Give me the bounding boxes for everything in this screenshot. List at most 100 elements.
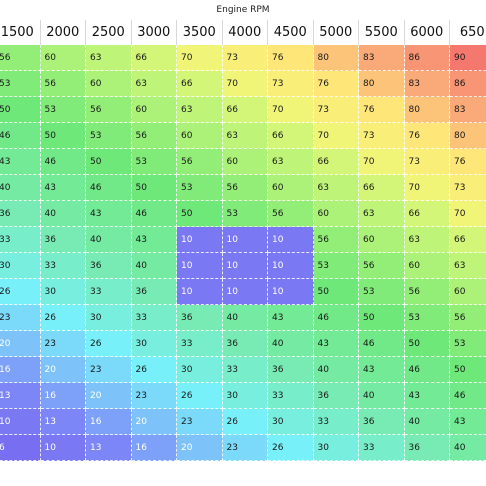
rpm-column-header[interactable]: 3000 bbox=[131, 20, 177, 45]
table-cell[interactable]: 46 bbox=[359, 331, 405, 357]
table-cell[interactable]: 73 bbox=[268, 71, 314, 97]
table-cell[interactable]: 63 bbox=[268, 149, 314, 175]
table-cell[interactable]: 50 bbox=[450, 357, 486, 383]
table-cell[interactable]: 56 bbox=[0, 45, 41, 71]
table-cell[interactable]: 63 bbox=[313, 175, 359, 201]
table-cell[interactable]: 53 bbox=[131, 149, 177, 175]
table-cell[interactable]: 43 bbox=[313, 331, 359, 357]
table-cell[interactable]: 56 bbox=[313, 227, 359, 253]
table-cell[interactable]: 36 bbox=[404, 435, 450, 461]
table-cell[interactable]: 10 bbox=[222, 279, 268, 305]
table-cell[interactable]: 16 bbox=[40, 383, 86, 409]
table-cell[interactable]: 60 bbox=[86, 71, 132, 97]
table-cell[interactable]: 63 bbox=[404, 227, 450, 253]
rpm-column-header[interactable]: 5500 bbox=[359, 20, 405, 45]
table-cell[interactable]: 50 bbox=[131, 175, 177, 201]
table-cell[interactable]: 23 bbox=[131, 383, 177, 409]
table-cell[interactable]: 56 bbox=[177, 149, 223, 175]
table-cell[interactable]: 83 bbox=[359, 45, 405, 71]
table-cell[interactable]: 20 bbox=[40, 357, 86, 383]
table-cell[interactable]: 53 bbox=[313, 253, 359, 279]
table-cell[interactable]: 40 bbox=[86, 227, 132, 253]
table-cell[interactable]: 30 bbox=[313, 435, 359, 461]
table-cell[interactable]: 46 bbox=[40, 149, 86, 175]
table-cell[interactable]: 80 bbox=[359, 71, 405, 97]
table-cell[interactable]: 30 bbox=[86, 305, 132, 331]
table-cell[interactable]: 66 bbox=[177, 71, 223, 97]
table-cell[interactable]: 33 bbox=[0, 227, 41, 253]
table-cell[interactable]: 40 bbox=[359, 383, 405, 409]
table-cell[interactable]: 53 bbox=[404, 305, 450, 331]
table-cell[interactable]: 30 bbox=[0, 253, 41, 279]
table-cell[interactable]: 76 bbox=[404, 123, 450, 149]
table-cell[interactable]: 86 bbox=[450, 71, 486, 97]
table-cell[interactable]: 36 bbox=[0, 201, 41, 227]
table-cell[interactable]: 26 bbox=[40, 305, 86, 331]
table-cell[interactable]: 50 bbox=[177, 201, 223, 227]
table-cell[interactable]: 36 bbox=[268, 357, 314, 383]
table-cell[interactable]: 56 bbox=[450, 305, 486, 331]
table-cell[interactable]: 63 bbox=[177, 97, 223, 123]
table-cell[interactable]: 53 bbox=[222, 201, 268, 227]
table-cell[interactable]: 26 bbox=[86, 331, 132, 357]
table-cell[interactable]: 40 bbox=[40, 201, 86, 227]
table-cell[interactable]: 26 bbox=[268, 435, 314, 461]
table-cell[interactable]: 10 bbox=[40, 435, 86, 461]
table-cell[interactable]: 36 bbox=[40, 227, 86, 253]
table-cell[interactable]: 30 bbox=[222, 383, 268, 409]
table-cell[interactable]: 53 bbox=[86, 123, 132, 149]
table-cell[interactable]: 16 bbox=[0, 357, 41, 383]
table-cell[interactable]: 53 bbox=[450, 331, 486, 357]
table-cell[interactable]: 36 bbox=[222, 331, 268, 357]
table-cell[interactable]: 83 bbox=[404, 71, 450, 97]
table-cell[interactable]: 33 bbox=[177, 331, 223, 357]
table-cell[interactable]: 40 bbox=[0, 175, 41, 201]
table-cell[interactable]: 66 bbox=[222, 97, 268, 123]
table-cell[interactable]: 33 bbox=[222, 357, 268, 383]
table-cell[interactable]: 66 bbox=[313, 149, 359, 175]
table-cell[interactable]: 10 bbox=[268, 253, 314, 279]
table-cell[interactable]: 90 bbox=[450, 45, 486, 71]
rpm-column-header[interactable]: 2000 bbox=[40, 20, 86, 45]
table-cell[interactable]: 33 bbox=[359, 435, 405, 461]
rpm-column-header[interactable]: 650 bbox=[450, 20, 486, 45]
table-cell[interactable]: 70 bbox=[359, 149, 405, 175]
table-cell[interactable]: 46 bbox=[404, 357, 450, 383]
table-cell[interactable]: 43 bbox=[40, 175, 86, 201]
table-cell[interactable]: 36 bbox=[177, 305, 223, 331]
table-cell[interactable]: 10 bbox=[222, 227, 268, 253]
table-cell[interactable]: 50 bbox=[313, 279, 359, 305]
table-cell[interactable]: 56 bbox=[86, 97, 132, 123]
table-cell[interactable]: 60 bbox=[40, 45, 86, 71]
table-cell[interactable]: 56 bbox=[131, 123, 177, 149]
table-cell[interactable]: 30 bbox=[131, 331, 177, 357]
table-cell[interactable]: 40 bbox=[131, 253, 177, 279]
table-cell[interactable]: 60 bbox=[131, 97, 177, 123]
table-cell[interactable]: 46 bbox=[0, 123, 41, 149]
rpm-column-header[interactable]: 4000 bbox=[222, 20, 268, 45]
table-cell[interactable]: 46 bbox=[86, 175, 132, 201]
table-cell[interactable]: 13 bbox=[86, 435, 132, 461]
table-cell[interactable]: 30 bbox=[40, 279, 86, 305]
table-cell[interactable]: 43 bbox=[359, 357, 405, 383]
table-cell[interactable]: 23 bbox=[0, 305, 41, 331]
table-cell[interactable]: 10 bbox=[177, 279, 223, 305]
table-cell[interactable]: 60 bbox=[359, 227, 405, 253]
table-cell[interactable]: 50 bbox=[404, 331, 450, 357]
table-cell[interactable]: 53 bbox=[40, 97, 86, 123]
table-cell[interactable]: 20 bbox=[0, 331, 41, 357]
table-cell[interactable]: 53 bbox=[0, 71, 41, 97]
rpm-column-header[interactable]: 3500 bbox=[177, 20, 223, 45]
table-cell[interactable]: 36 bbox=[86, 253, 132, 279]
table-cell[interactable]: 20 bbox=[177, 435, 223, 461]
table-cell[interactable]: 40 bbox=[222, 305, 268, 331]
table-cell[interactable]: 46 bbox=[450, 383, 486, 409]
table-cell[interactable]: 60 bbox=[450, 279, 486, 305]
table-cell[interactable]: 33 bbox=[313, 409, 359, 435]
table-cell[interactable]: 73 bbox=[404, 149, 450, 175]
table-cell[interactable]: 60 bbox=[404, 253, 450, 279]
table-cell[interactable]: 43 bbox=[0, 149, 41, 175]
table-cell[interactable]: 10 bbox=[268, 279, 314, 305]
table-cell[interactable]: 36 bbox=[131, 279, 177, 305]
table-cell[interactable]: 30 bbox=[177, 357, 223, 383]
